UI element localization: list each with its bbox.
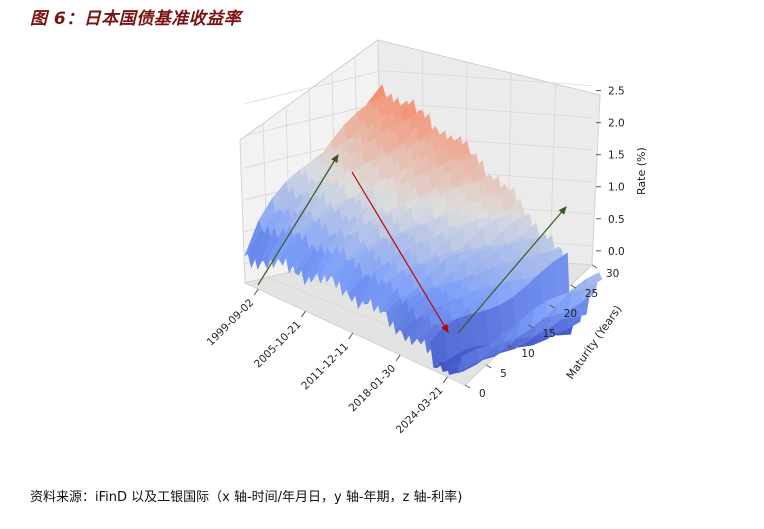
y-tick-mark [570, 284, 577, 289]
y-tick-label: 5 [500, 368, 507, 380]
z-axis-ticks: 0.0 0.5 1.0 1.5 2.0 2.5 [596, 86, 625, 258]
y-tick-label: 20 [564, 308, 577, 320]
x-tick-label: 1999-09-02 [205, 297, 257, 349]
z-tick-label: 0.0 [608, 246, 625, 258]
surface-facet [461, 348, 480, 369]
trend-arrow [351, 171, 449, 334]
y-tick-mark [549, 304, 555, 309]
y-axis-ticks: 0 5 10 15 20 25 30 [464, 264, 619, 400]
y-tick-label: 15 [543, 328, 556, 340]
y-tick-mark [528, 324, 534, 329]
x-tick-mark [395, 354, 401, 362]
y-tick-mark [464, 384, 471, 389]
z-tick-label: 2.5 [608, 86, 625, 98]
z-tick-label: 0.5 [608, 214, 625, 226]
z-tick-label: 1.0 [608, 182, 625, 194]
z-axis-label: Rate (%) [635, 147, 648, 195]
x-tick-mark [348, 332, 354, 340]
x-tick-label: 2005-10-21 [252, 319, 304, 371]
y-tick-label: 0 [479, 388, 486, 400]
x-tick-mark [301, 310, 306, 318]
y-tick-label: 25 [585, 288, 598, 300]
z-tick-label: 1.5 [608, 150, 625, 162]
source-note: 资料来源：iFinD 以及工银国际（x 轴-时间/年月日，y 轴-年期，z 轴-… [30, 490, 463, 505]
x-tick-mark [442, 376, 448, 384]
y-tick-label: 10 [521, 348, 534, 360]
figure-title: 图 6：日本国债基准收益率 [30, 9, 242, 29]
surface-chart: 1999-09-022005-10-212011-12-112018-01-30… [205, 39, 648, 436]
trend-arrow [457, 206, 567, 334]
trend-arrows [257, 153, 567, 334]
x-tick-label: 2011-12-11 [299, 341, 351, 393]
y-tick-mark [507, 344, 513, 349]
y-tick-mark [485, 364, 492, 369]
z-tick-label: 2.0 [608, 118, 625, 130]
x-tick-label: 2018-01-30 [347, 363, 399, 415]
x-tick-label: 2024-03-21 [394, 384, 446, 436]
surface [244, 84, 603, 375]
x-tick-mark [253, 288, 259, 296]
y-tick-mark [591, 264, 598, 269]
trend-arrow [257, 153, 339, 286]
y-tick-label: 30 [606, 268, 619, 280]
